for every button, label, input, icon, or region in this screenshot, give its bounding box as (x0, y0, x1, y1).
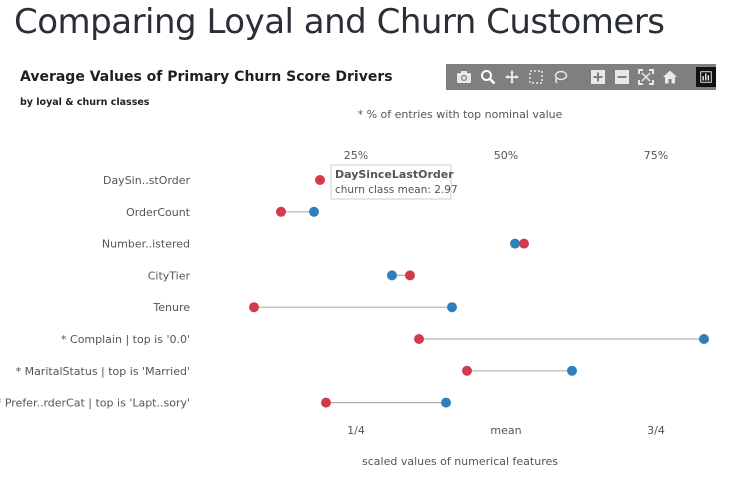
churn-marker[interactable] (519, 238, 529, 249)
page-title: Comparing Loyal and Churn Customers (14, 2, 665, 42)
home-icon[interactable] (660, 67, 680, 87)
category-label: Tenure (152, 301, 190, 314)
autoscale-icon[interactable] (636, 67, 656, 87)
zoom-in-icon[interactable] (588, 67, 608, 87)
category-label: OrderCount (126, 206, 191, 219)
zoom-out-icon[interactable] (612, 67, 632, 87)
loyal-marker[interactable] (441, 397, 451, 408)
top-axis-note: * % of entries with top nominal value (358, 108, 563, 121)
top-tick-label: 25% (344, 149, 368, 162)
bottom-tick-label: 3/4 (647, 424, 665, 437)
loyal-marker[interactable] (510, 238, 520, 249)
loyal-marker[interactable] (309, 206, 319, 217)
top-tick-label: 50% (494, 149, 518, 162)
zoom-icon[interactable] (478, 67, 498, 87)
lasso-icon[interactable] (550, 67, 570, 87)
tooltip-title: DaySinceLastOrder (335, 168, 454, 181)
tooltip-text: churn class mean: 2.97 (335, 184, 458, 196)
chart-toolbar (446, 64, 716, 90)
tooltip-box (330, 164, 452, 200)
category-label: * Complain | top is '0.0' (61, 333, 190, 346)
loyal-marker[interactable] (699, 334, 709, 344)
camera-icon[interactable] (454, 67, 474, 87)
churn-marker[interactable] (405, 270, 415, 281)
chart-subtitle: by loyal & churn classes (20, 97, 150, 108)
top-tick-label: 75% (644, 149, 668, 162)
churn-marker[interactable] (249, 302, 259, 313)
churn-marker[interactable] (276, 206, 286, 217)
bottom-axis-label: scaled values of numerical features (362, 455, 558, 468)
category-label: CityTier (148, 269, 191, 282)
plotly-logo-icon[interactable] (696, 67, 716, 87)
bottom-tick-label: mean (490, 424, 521, 437)
category-label: * MaritalStatus | top is 'Married' (16, 365, 190, 378)
churn-marker[interactable] (315, 175, 325, 185)
loyal-marker[interactable] (387, 270, 397, 281)
category-label: DaySin..stOrder (103, 174, 191, 187)
churn-marker[interactable] (321, 397, 331, 408)
bottom-tick-label: 1/4 (347, 424, 365, 437)
chart-title: Average Values of Primary Churn Score Dr… (20, 69, 393, 85)
category-label: * Prefer..rderCat | top is 'Lapt..sory' (0, 397, 190, 410)
hover-tooltip: DaySinceLastOrder churn class mean: 2.97 (330, 164, 458, 200)
box-select-icon[interactable] (526, 67, 546, 87)
pan-icon[interactable] (502, 67, 522, 87)
category-label: Number..istered (102, 238, 190, 251)
loyal-marker[interactable] (447, 302, 457, 313)
churn-marker[interactable] (414, 334, 424, 344)
loyal-marker[interactable] (567, 365, 577, 376)
churn-marker[interactable] (462, 365, 472, 376)
